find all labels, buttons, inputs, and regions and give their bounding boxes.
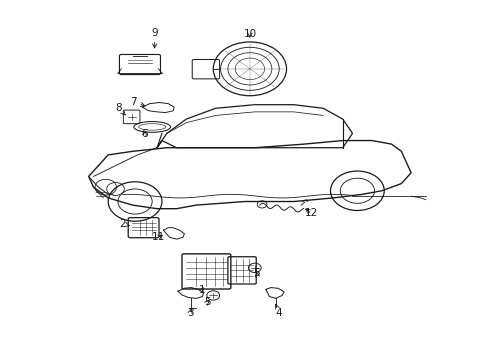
Text: 3: 3 — [187, 308, 194, 318]
Text: 5: 5 — [204, 297, 211, 307]
Text: 8: 8 — [116, 103, 125, 115]
Text: 9: 9 — [151, 28, 158, 48]
Text: 10: 10 — [244, 29, 256, 39]
Text: 1: 1 — [198, 285, 205, 295]
Text: 4: 4 — [275, 305, 283, 318]
Text: 7: 7 — [130, 97, 145, 107]
Text: 12: 12 — [304, 208, 318, 218]
Text: 6: 6 — [142, 129, 148, 139]
Text: 11: 11 — [151, 232, 165, 242]
Text: 5: 5 — [253, 268, 260, 278]
Text: 2: 2 — [120, 219, 129, 229]
